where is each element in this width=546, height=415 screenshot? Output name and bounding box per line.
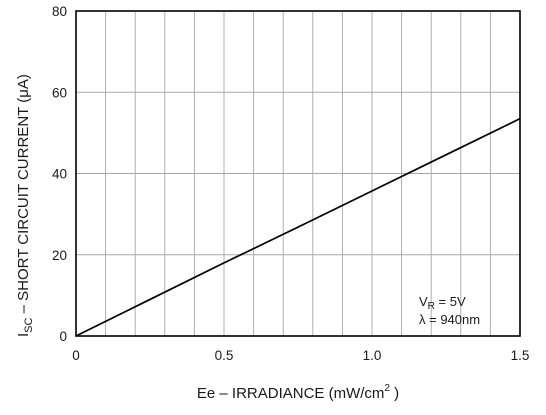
y-tick-label: 40 <box>52 167 67 182</box>
grid <box>76 11 520 336</box>
annotation-vr-rest: = 5V <box>435 294 466 309</box>
y-axis-title-sub: SC <box>23 317 35 332</box>
annotation-box: VR = 5V λ = 940nm <box>419 294 480 327</box>
annotation-wavelength: λ = 940nm <box>419 312 480 327</box>
annotation-reverse-voltage: VR = 5V <box>419 294 466 312</box>
y-tick-label: 80 <box>52 4 67 19</box>
y-tick-label: 60 <box>52 85 67 100</box>
x-axis-title: Ee – IRRADIANCE (mW/cm2 ) <box>197 383 399 402</box>
x-tick-label: 1.5 <box>511 348 530 363</box>
x-tick-label: 0 <box>72 348 80 363</box>
plot-frame <box>75 10 521 337</box>
x-tick-label: 0.5 <box>215 348 234 363</box>
y-axis-title-rest: – SHORT CIRCUIT CURRENT (μA) <box>15 74 32 317</box>
y-tick-label: 20 <box>52 248 67 263</box>
x-axis-title-sup: 2 <box>384 383 390 394</box>
tick-labels: 0 0.5 1.0 1.5 0 20 40 60 80 <box>52 4 529 363</box>
series-line <box>75 117 521 337</box>
x-axis-title-end: ) <box>390 385 399 402</box>
x-axis-title-main: Ee – IRRADIANCE (mW/cm <box>197 385 385 402</box>
y-axis-title-main: I <box>15 333 32 337</box>
series-layer <box>75 117 521 337</box>
y-axis-title: ISC – SHORT CIRCUIT CURRENT (μA) <box>15 74 35 337</box>
x-tick-label: 1.0 <box>363 348 382 363</box>
annotation-vr-sub: R <box>428 301 435 312</box>
y-tick-label: 0 <box>59 329 67 344</box>
annotation-vr-main: V <box>419 294 428 309</box>
